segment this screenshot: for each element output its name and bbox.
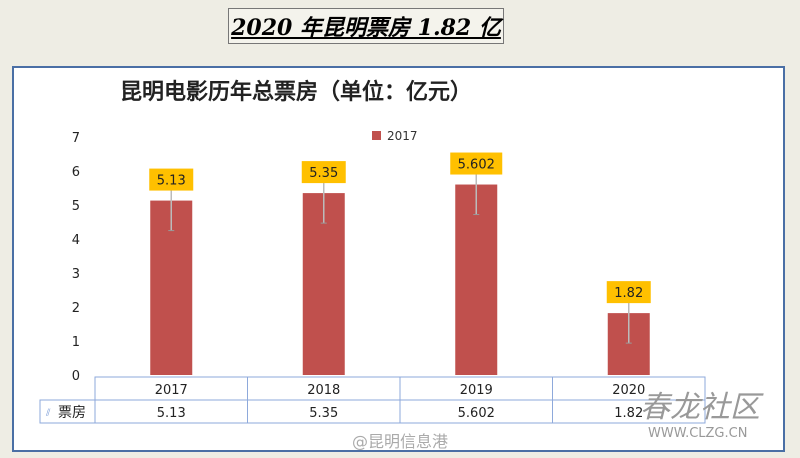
data-label-bg (606, 281, 651, 304)
watermark-logo: 春龙社区 (640, 390, 760, 425)
series-key-icon: ⫽ (45, 408, 51, 419)
table-value: 5.602 (458, 406, 495, 421)
watermark-weibo: @昆明信息港 (352, 432, 449, 451)
table-row-label-cell (39, 399, 96, 424)
chart-panel (12, 66, 785, 452)
data-label: 5.602 (458, 158, 495, 173)
data-label-bg (301, 161, 346, 184)
y-tick-label: 6 (72, 165, 80, 180)
table-value: 1.82 (614, 406, 643, 421)
data-label: 5.13 (157, 174, 186, 189)
y-tick-label: 3 (72, 267, 80, 282)
bar (455, 184, 498, 375)
x-category-label: 2020 (612, 383, 645, 398)
y-tick-label: 1 (72, 335, 80, 350)
table-row-label: 票房 (58, 405, 86, 421)
x-category-label: 2018 (307, 383, 340, 398)
headline: 2020 年昆明票房 1.82 亿 (228, 8, 504, 44)
legend-label: 2017 (387, 129, 418, 143)
legend-swatch (372, 131, 381, 140)
data-label: 1.82 (614, 286, 643, 301)
data-label-bg (149, 168, 194, 191)
x-category-label: 2017 (155, 383, 188, 398)
y-tick-label: 5 (72, 199, 80, 214)
data-label-bg (450, 152, 503, 175)
y-tick-label: 7 (72, 131, 80, 146)
table-value: 5.35 (309, 406, 338, 421)
table-value: 5.13 (157, 406, 186, 421)
chart-title: 昆明电影历年总票房（单位：亿元） (120, 79, 473, 105)
data-label: 5.35 (309, 166, 338, 181)
y-tick-label: 0 (72, 369, 80, 384)
y-tick-label: 4 (72, 233, 80, 248)
x-category-label: 2019 (460, 383, 493, 398)
y-tick-label: 2 (72, 301, 80, 316)
watermark-url: WWW.CLZG.CN (648, 426, 748, 441)
